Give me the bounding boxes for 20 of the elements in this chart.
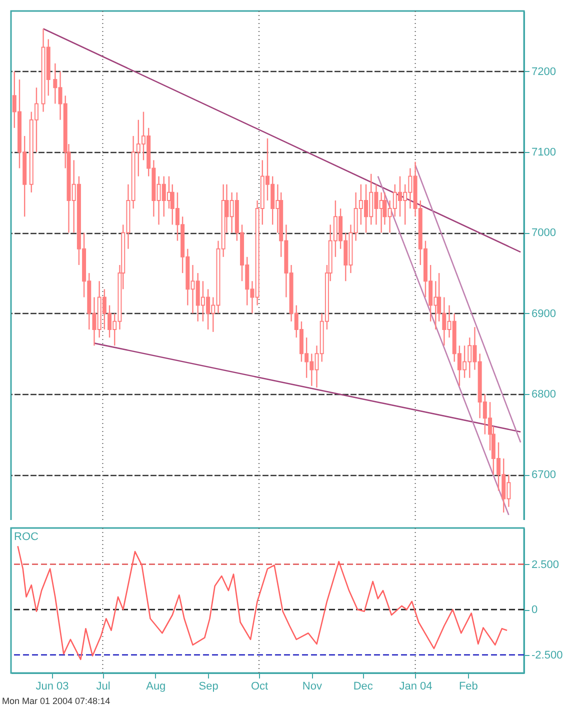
- y-tick-label: 0: [532, 604, 538, 616]
- x-tick-label: Oct: [250, 680, 268, 692]
- annotation: ROC: [14, 531, 38, 543]
- x-tick-label: Nov: [302, 680, 322, 692]
- x-tick-label: Dec: [353, 680, 374, 692]
- x-tick-label: Jul: [96, 680, 110, 692]
- x-tick-label: Aug: [146, 680, 166, 692]
- y-tick-label: 6800: [532, 388, 556, 400]
- x-tick-label: Jun 03: [36, 680, 69, 692]
- x-tick-label: Feb: [458, 680, 478, 692]
- text: Mon Mar 01 2004 07:48:14: [2, 696, 110, 706]
- y-tick-label: 7100: [532, 146, 556, 159]
- y-tick-label: 6900: [532, 308, 556, 320]
- x-tick-label: Sep: [198, 680, 218, 692]
- y-tick-label: -2.500: [532, 649, 563, 662]
- y-tick-label: 7000: [532, 227, 556, 240]
- y-tick-label: 2.500: [532, 558, 560, 571]
- y-tick-label: 6700: [532, 469, 556, 482]
- y-tick-label: 7200: [532, 66, 556, 78]
- x-tick-label: Jan 04: [399, 680, 432, 692]
